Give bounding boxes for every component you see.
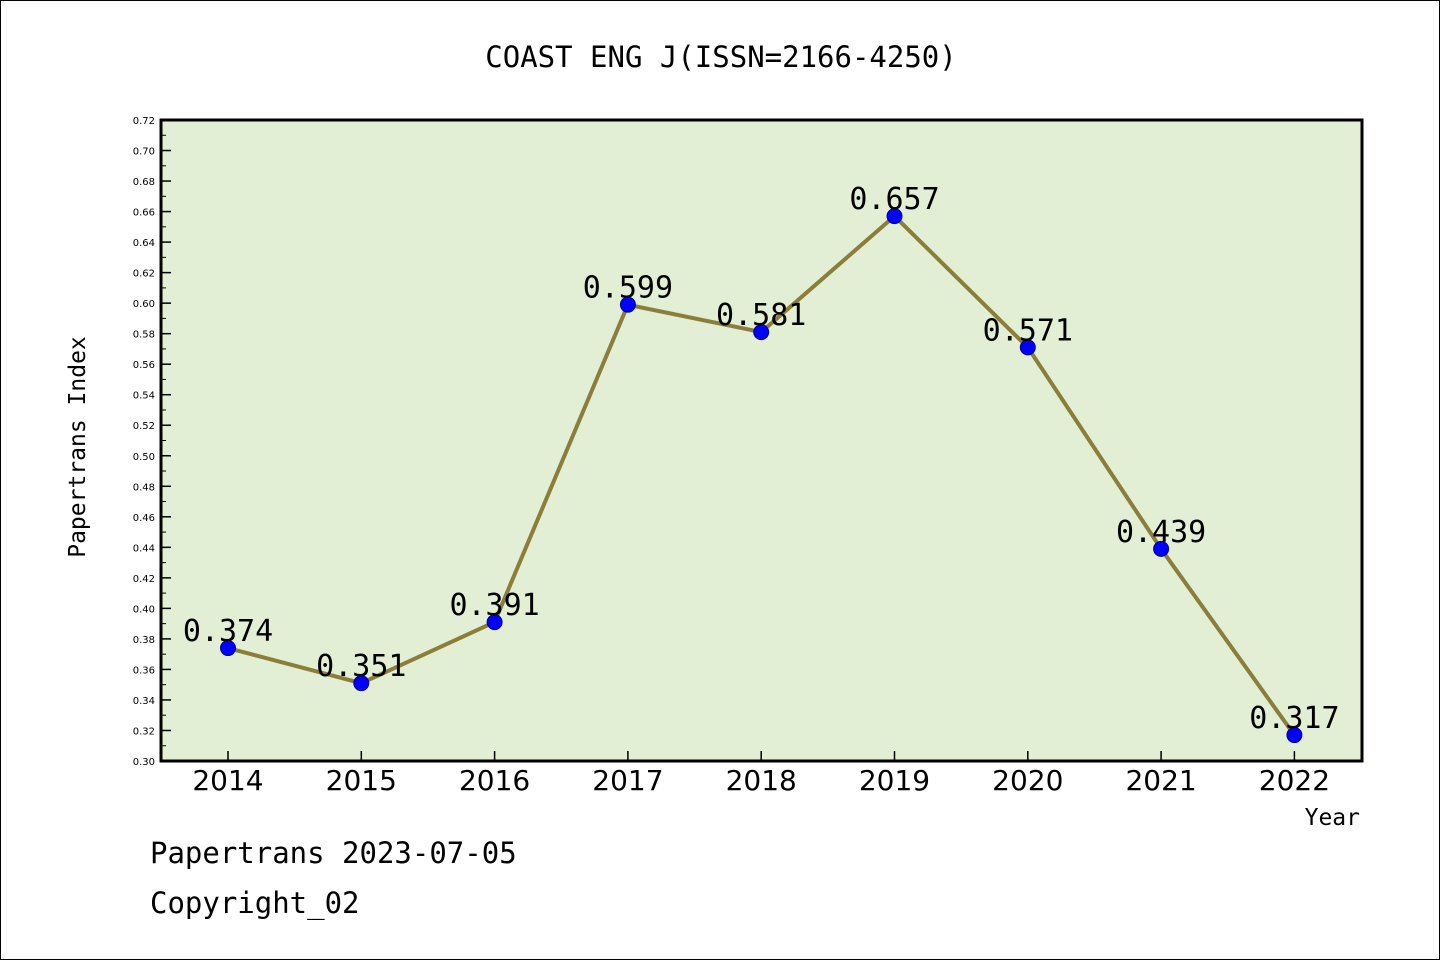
y-tick-label: 0.42 xyxy=(133,574,155,585)
data-point xyxy=(220,640,236,657)
y-tick-label: 0.48 xyxy=(133,482,155,493)
y-tick-label: 0.30 xyxy=(133,757,155,768)
data-point xyxy=(1286,727,1303,744)
data-label: 0.374 xyxy=(183,614,273,649)
y-axis: 0.30 0.32 0.34 0.36 0.38 0.40 0.42 0.44 0.46 0.48… xyxy=(133,116,171,768)
y-tick-label: 0.70 xyxy=(133,147,155,158)
chart-title: COAST ENG J(ISSN=2166-4250) xyxy=(485,40,956,74)
data-label: 0.351 xyxy=(316,649,406,684)
data-label: 0.391 xyxy=(449,588,539,623)
y-tick-label: 0.52 xyxy=(133,421,155,432)
y-tick-label: 0.46 xyxy=(133,513,155,524)
footer-date: Papertrans 2023-07-05 xyxy=(150,836,517,870)
footer-copyright: Copyright_02 xyxy=(150,886,360,920)
data-point xyxy=(886,208,903,225)
y-tick-label: 0.34 xyxy=(133,696,155,707)
data-point xyxy=(486,614,503,631)
y-tick-label: 0.58 xyxy=(133,330,155,341)
y-tick-label: 0.64 xyxy=(133,238,155,249)
y-tick-label: 0.72 xyxy=(133,116,155,127)
y-tick-label: 0.66 xyxy=(133,208,155,219)
data-point xyxy=(753,324,770,341)
y-tick-label: 0.36 xyxy=(133,665,155,676)
series: 0.374 0.351 0.391 0.599 0.581 0.657 0.571 0.439… xyxy=(183,182,1340,744)
y-tick-label: 0.62 xyxy=(133,269,155,280)
y-tick-label: 0.68 xyxy=(133,177,155,188)
data-point xyxy=(619,296,636,313)
x-tick-label: 2017 xyxy=(592,764,663,797)
y-tick-label: 0.50 xyxy=(133,452,155,463)
x-tick-label: 2018 xyxy=(726,764,797,797)
y-tick-label: 0.44 xyxy=(133,543,155,554)
x-tick-label: 2020 xyxy=(992,764,1063,797)
x-tick-label: 2019 xyxy=(859,764,930,797)
y-tick-label: 0.32 xyxy=(133,726,155,737)
y-tick-label: 0.40 xyxy=(133,604,155,615)
x-tick-label: 2015 xyxy=(326,764,397,797)
data-label: 0.317 xyxy=(1249,701,1339,736)
y-tick-label: 0.60 xyxy=(133,299,155,310)
data-label: 0.581 xyxy=(716,298,806,333)
data-point xyxy=(353,675,370,692)
data-label: 0.439 xyxy=(1116,515,1206,550)
y-tick-label: 0.54 xyxy=(133,391,155,402)
x-axis-label: Year xyxy=(1305,805,1360,831)
x-tick-label: 2022 xyxy=(1259,764,1330,797)
x-tick-label: 2021 xyxy=(1125,764,1196,797)
data-label: 0.599 xyxy=(583,271,673,306)
y-tick-label: 0.56 xyxy=(133,360,155,371)
y-axis-label: Papertrans Index xyxy=(65,336,91,558)
data-label: 0.571 xyxy=(983,313,1073,348)
x-tick-label: 2016 xyxy=(459,764,530,797)
x-tick-label: 2014 xyxy=(192,764,263,797)
data-point xyxy=(1019,339,1036,356)
y-tick-label: 0.38 xyxy=(133,635,155,646)
data-point xyxy=(1153,540,1170,557)
x-axis: 2014 2015 2016 2017 2018 2019 2020 2021 2022 xyxy=(192,751,1330,797)
data-label: 0.657 xyxy=(849,182,939,217)
plot-area xyxy=(159,118,1364,763)
